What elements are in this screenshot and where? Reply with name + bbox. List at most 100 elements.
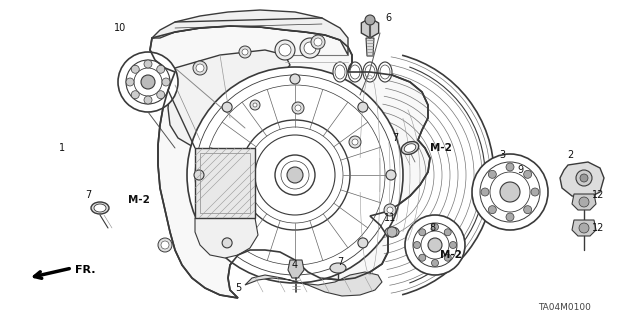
Circle shape [304, 42, 316, 54]
Polygon shape [152, 10, 348, 55]
Circle shape [118, 52, 178, 112]
Ellipse shape [385, 227, 399, 237]
Text: 10: 10 [114, 23, 126, 33]
Ellipse shape [350, 65, 360, 79]
Ellipse shape [401, 142, 419, 154]
Circle shape [157, 91, 164, 99]
Circle shape [126, 60, 170, 104]
Circle shape [524, 206, 532, 214]
Circle shape [240, 120, 350, 230]
Circle shape [162, 78, 170, 86]
Circle shape [290, 266, 300, 276]
Circle shape [222, 102, 232, 112]
Text: 9: 9 [517, 165, 523, 175]
Circle shape [300, 38, 320, 58]
Circle shape [358, 238, 368, 248]
Polygon shape [362, 18, 379, 38]
Ellipse shape [404, 144, 416, 152]
Circle shape [311, 35, 325, 49]
Text: 1: 1 [59, 143, 65, 153]
Circle shape [524, 170, 532, 178]
Circle shape [144, 96, 152, 104]
Text: 7: 7 [392, 133, 398, 143]
Circle shape [275, 40, 295, 60]
Polygon shape [288, 260, 304, 278]
Circle shape [405, 215, 465, 275]
Circle shape [131, 91, 140, 99]
Polygon shape [150, 26, 430, 298]
Text: M-2: M-2 [128, 195, 150, 205]
Text: 7: 7 [85, 190, 91, 200]
Circle shape [194, 170, 204, 180]
Circle shape [480, 162, 540, 222]
Circle shape [279, 44, 291, 56]
Polygon shape [560, 162, 604, 198]
Circle shape [349, 136, 361, 148]
Circle shape [287, 167, 303, 183]
Text: 5: 5 [235, 283, 241, 293]
Ellipse shape [94, 204, 106, 212]
Ellipse shape [378, 62, 392, 82]
Circle shape [187, 67, 403, 283]
Ellipse shape [363, 62, 377, 82]
Polygon shape [195, 148, 255, 218]
Ellipse shape [333, 62, 347, 82]
Circle shape [444, 254, 451, 261]
Polygon shape [245, 272, 382, 296]
Polygon shape [572, 220, 596, 236]
Text: 11: 11 [384, 213, 396, 223]
Circle shape [193, 61, 207, 75]
Circle shape [449, 241, 456, 249]
Ellipse shape [330, 263, 346, 273]
Circle shape [250, 100, 260, 110]
Circle shape [531, 188, 539, 196]
Polygon shape [572, 194, 596, 210]
Circle shape [253, 103, 257, 107]
Circle shape [314, 38, 322, 46]
Text: 4: 4 [292, 260, 298, 270]
Circle shape [488, 170, 497, 178]
Circle shape [290, 74, 300, 84]
Circle shape [387, 227, 397, 237]
Circle shape [421, 231, 449, 259]
Polygon shape [168, 50, 290, 148]
Circle shape [292, 102, 304, 114]
Circle shape [161, 241, 169, 249]
Circle shape [205, 85, 385, 265]
Text: 12: 12 [592, 190, 604, 200]
Circle shape [158, 238, 172, 252]
Circle shape [472, 154, 548, 230]
Circle shape [275, 155, 315, 195]
Circle shape [157, 65, 164, 73]
Circle shape [358, 102, 368, 112]
Circle shape [506, 213, 514, 221]
Text: 7: 7 [337, 257, 343, 267]
Text: 12: 12 [592, 223, 604, 233]
Circle shape [580, 174, 588, 182]
Text: TA04M0100: TA04M0100 [539, 303, 591, 313]
Circle shape [387, 207, 393, 213]
Circle shape [576, 170, 592, 186]
Ellipse shape [380, 65, 390, 79]
Text: 3: 3 [499, 150, 505, 160]
Circle shape [386, 170, 396, 180]
Polygon shape [195, 218, 258, 258]
Circle shape [490, 172, 530, 212]
Text: FR.: FR. [75, 265, 95, 275]
Circle shape [506, 163, 514, 171]
Circle shape [295, 105, 301, 111]
Circle shape [500, 182, 520, 202]
Circle shape [444, 229, 451, 236]
Text: 2: 2 [567, 150, 573, 160]
Polygon shape [366, 38, 374, 56]
Text: M-2: M-2 [430, 143, 452, 153]
Ellipse shape [348, 62, 362, 82]
Circle shape [384, 204, 396, 216]
Text: 6: 6 [385, 13, 391, 23]
Circle shape [428, 238, 442, 252]
Circle shape [242, 49, 248, 55]
Circle shape [419, 229, 426, 236]
Ellipse shape [91, 202, 109, 214]
Circle shape [247, 127, 343, 223]
Circle shape [365, 15, 375, 25]
